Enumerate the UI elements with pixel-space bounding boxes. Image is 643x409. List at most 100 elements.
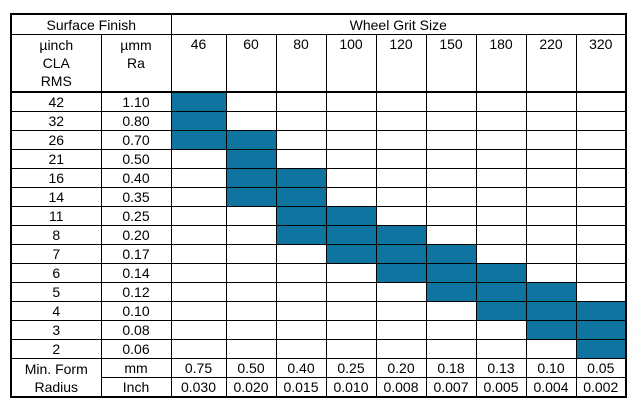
umm-column-header: µmm Ra — [100, 34, 172, 93]
radius-inch-row: Inch 0.030 0.020 0.015 0.010 0.008 0.007… — [11, 377, 627, 398]
grit-cell — [170, 282, 227, 302]
inch-value: 0.004 — [525, 377, 577, 398]
grit-cell — [425, 282, 477, 302]
uinch-value: 8 — [10, 225, 102, 245]
grit-cell — [425, 130, 477, 150]
uinch-value: 21 — [10, 149, 102, 169]
uinch-value: 3 — [10, 320, 102, 340]
grit-cell — [475, 130, 527, 150]
inch-value: 0.008 — [375, 377, 427, 398]
header-units-row: µinch CLA RMS µmm Ra 46 60 80 100 120 15… — [10, 34, 627, 93]
grit-cell — [525, 206, 577, 226]
uinch-value: 32 — [10, 111, 102, 131]
cla-label: CLA — [42, 55, 70, 71]
grit-cell — [475, 301, 527, 321]
uinch-value: 11 — [10, 206, 102, 226]
inch-value: 0.005 — [475, 377, 527, 398]
grit-cell — [325, 225, 377, 245]
inch-value: 0.015 — [275, 377, 327, 398]
grit-cell — [325, 149, 377, 169]
grit-cell — [525, 339, 577, 359]
grit-cell — [325, 206, 377, 226]
grit-cell — [525, 320, 577, 340]
grit-cell — [375, 187, 427, 207]
grit-cell — [275, 263, 327, 283]
grit-col-header-180: 180 — [475, 34, 527, 93]
mm-value: 0.25 — [325, 358, 377, 378]
mm-value: 0.20 — [375, 358, 427, 378]
grit-cell — [575, 244, 627, 264]
grit-cell — [225, 263, 277, 283]
inch-value: 0.020 — [225, 377, 277, 398]
min-form-radius-label: Min. Form Radius — [10, 358, 102, 398]
grit-cell — [475, 244, 527, 264]
grit-cell — [225, 187, 277, 207]
grit-col-header-220: 220 — [525, 34, 577, 93]
mm-value: 0.18 — [425, 358, 477, 378]
grit-cell — [575, 187, 627, 207]
grit-cell — [170, 244, 227, 264]
inch-value: 0.010 — [325, 377, 377, 398]
inch-unit-label: Inch — [100, 377, 172, 398]
grit-cell — [325, 320, 377, 340]
umm-ra-value: 0.40 — [100, 168, 172, 188]
min-form-mm-row: Min. Form Radius mm 0.75 0.50 0.40 0.25 … — [10, 358, 627, 398]
grit-cell — [170, 130, 227, 150]
rms-label: RMS — [40, 73, 72, 89]
uinch-value: 2 — [10, 339, 102, 359]
grit-cell — [325, 111, 377, 131]
surface-finish-header: Surface Finish — [10, 13, 172, 35]
grit-col-header-120: 120 — [375, 34, 427, 93]
grit-cell — [425, 168, 477, 188]
uinch-value: 16 — [10, 168, 102, 188]
grit-cell — [575, 282, 627, 302]
grit-cell — [375, 206, 427, 226]
finish-row: 3 0.08 — [10, 320, 627, 340]
grit-cell — [225, 168, 277, 188]
grit-cell — [475, 187, 527, 207]
mm-value: 0.05 — [575, 358, 627, 378]
grit-cell — [225, 206, 277, 226]
uinch-value: 26 — [10, 130, 102, 150]
finish-row: 2 0.06 — [10, 339, 627, 359]
grit-cell — [325, 168, 377, 188]
grit-col-header-80: 80 — [275, 34, 327, 93]
grit-cell — [425, 225, 477, 245]
finish-row: 11 0.25 — [10, 206, 627, 226]
grit-cell — [375, 168, 427, 188]
grit-cell — [275, 149, 327, 169]
inch-value: 0.007 — [425, 377, 477, 398]
grit-cell — [225, 339, 277, 359]
mm-value: 0.10 — [525, 358, 577, 378]
grit-cell — [225, 282, 277, 302]
uinch-value: 42 — [10, 91, 102, 112]
umm-ra-value: 0.06 — [100, 339, 172, 359]
grit-cell — [170, 91, 227, 112]
grit-cell — [225, 320, 277, 340]
uinch-label: µinch — [39, 37, 74, 53]
grit-cell — [575, 320, 627, 340]
grit-cell — [225, 149, 277, 169]
uinch-value: 5 — [10, 282, 102, 302]
grit-cell — [525, 225, 577, 245]
grit-cell — [425, 206, 477, 226]
grit-cell — [475, 91, 527, 112]
grit-col-header-60: 60 — [225, 34, 277, 93]
grit-cell — [425, 149, 477, 169]
grit-cell — [475, 282, 527, 302]
grit-cell — [375, 320, 427, 340]
mm-unit-label: mm — [100, 358, 172, 378]
grit-cell — [575, 206, 627, 226]
grit-cell — [375, 244, 427, 264]
finish-row: 8 0.20 — [10, 225, 627, 245]
umm-ra-value: 0.35 — [100, 187, 172, 207]
finish-row: 16 0.40 — [10, 168, 627, 188]
grit-cell — [275, 206, 327, 226]
umm-ra-value: 0.08 — [100, 320, 172, 340]
grit-cell — [325, 91, 377, 112]
grit-cell — [525, 282, 577, 302]
umm-ra-value: 1.10 — [100, 91, 172, 112]
grit-cell — [275, 339, 327, 359]
data-rows-body: 42 1.10 32 0.80 26 0.70 — [10, 91, 627, 359]
